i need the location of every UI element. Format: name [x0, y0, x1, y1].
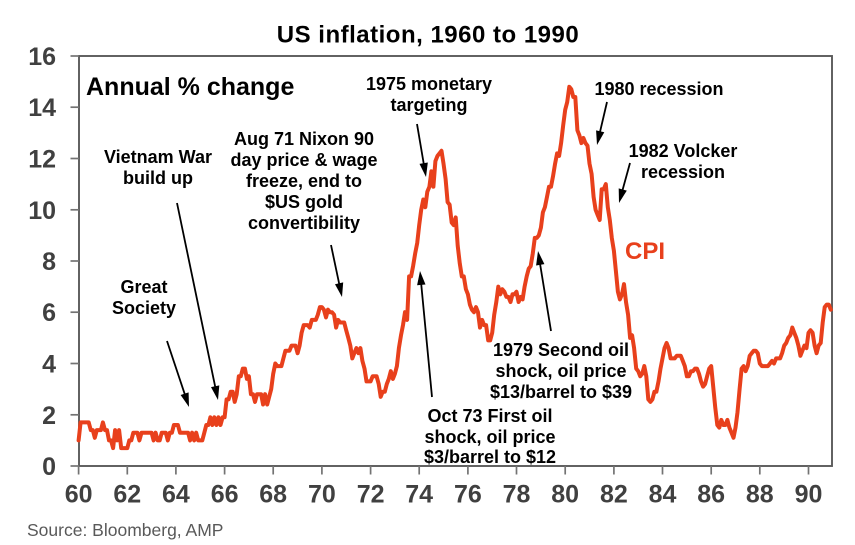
svg-text:72: 72	[357, 481, 385, 509]
svg-text:88: 88	[746, 481, 774, 509]
svg-text:86: 86	[697, 481, 725, 509]
svg-text:6: 6	[42, 299, 56, 327]
svg-text:76: 76	[454, 481, 482, 509]
svg-text:Annual % change: Annual % change	[86, 73, 294, 101]
svg-text:68: 68	[259, 481, 287, 509]
svg-text:14: 14	[28, 94, 56, 122]
svg-text:64: 64	[162, 481, 190, 509]
svg-text:66: 66	[211, 481, 239, 509]
svg-text:2: 2	[42, 402, 56, 430]
svg-text:74: 74	[405, 481, 433, 509]
svg-text:62: 62	[113, 481, 141, 509]
svg-text:60: 60	[65, 481, 93, 509]
svg-text:0: 0	[42, 453, 56, 481]
svg-text:84: 84	[649, 481, 677, 509]
svg-text:US inflation, 1960 to 1990: US inflation, 1960 to 1990	[277, 22, 579, 49]
svg-text:Source: Bloomberg, AMP: Source: Bloomberg, AMP	[27, 520, 223, 540]
svg-text:10: 10	[28, 197, 56, 225]
svg-text:12: 12	[28, 146, 56, 174]
svg-text:80: 80	[551, 481, 579, 509]
svg-text:70: 70	[308, 481, 336, 509]
svg-text:8: 8	[42, 248, 56, 276]
svg-text:82: 82	[600, 481, 628, 509]
svg-text:1980 recession: 1980 recession	[594, 79, 723, 99]
svg-text:78: 78	[503, 481, 531, 509]
svg-text:16: 16	[28, 43, 56, 71]
svg-text:4: 4	[42, 351, 56, 379]
svg-text:CPI: CPI	[625, 238, 665, 265]
svg-text:90: 90	[795, 481, 823, 509]
